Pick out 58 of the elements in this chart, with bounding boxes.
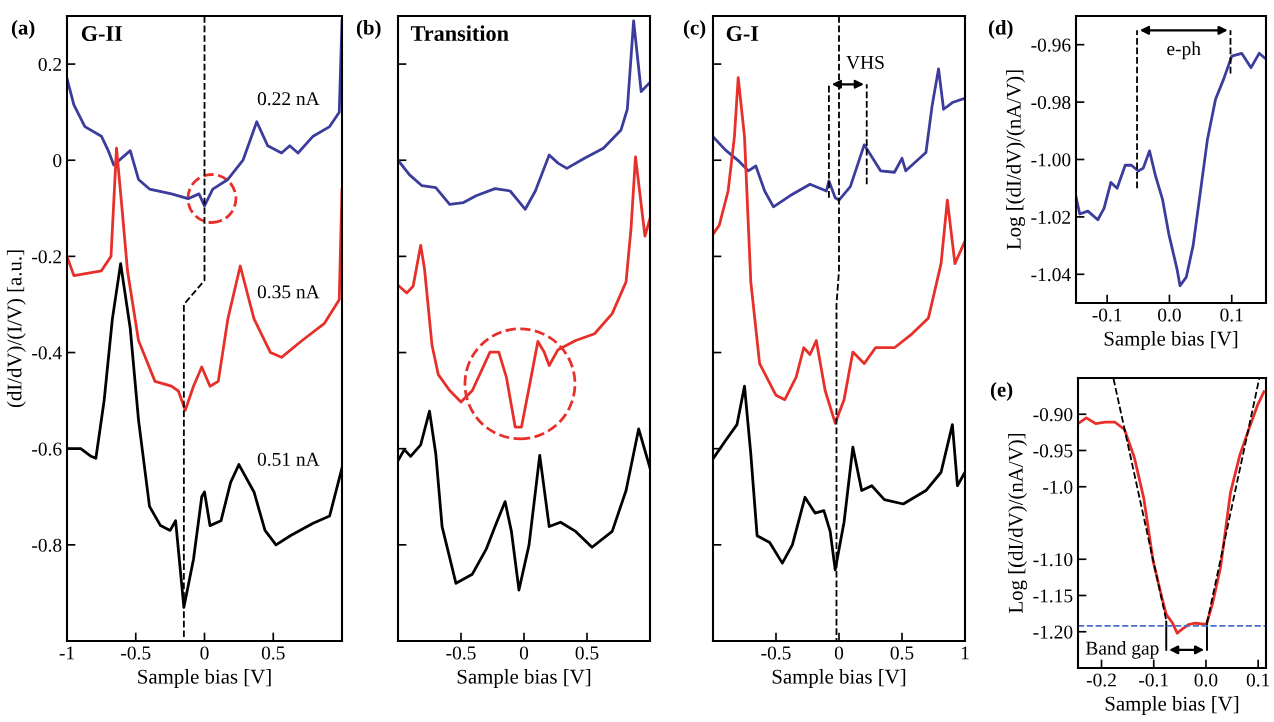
y-tick-label: -1.00	[1031, 153, 1071, 167]
y-tick-label: -0.90	[1033, 408, 1073, 422]
x-axis-title: Sample bias [V]	[1105, 696, 1239, 715]
y-tick-label: -0.96	[1031, 38, 1071, 52]
chart-subtitle: G-II	[81, 26, 122, 42]
chart-subtitle: Transition	[410, 25, 509, 42]
x-tick-label: -0.5	[121, 646, 151, 660]
chart-subtitle: G-I	[726, 26, 759, 42]
x-axis-title: Sample bias [V]	[457, 669, 591, 688]
x-tick-label: -0.2	[1086, 673, 1116, 687]
x-tick-label: 0	[200, 646, 209, 660]
line-series	[67, 146, 342, 412]
x-axis-title: Sample bias [V]	[1104, 331, 1238, 350]
y-tick-label: 0.2	[38, 57, 62, 72]
chart-title: (e)	[990, 382, 1013, 401]
y-tick-label: -0.8	[32, 538, 62, 552]
chart-title: (b)	[356, 20, 381, 39]
chart-title: (d)	[988, 20, 1013, 39]
x-axis-title: Sample bias [V]	[772, 669, 906, 688]
y-tick-label: -1.02	[1031, 210, 1071, 224]
y-tick-label: -0.95	[1033, 444, 1073, 458]
y-tick-label: -1.20	[1033, 625, 1073, 639]
x-tick-label: 0	[834, 646, 844, 660]
x-tick-label: 0.0	[1194, 673, 1218, 687]
x-tick-label: 0.0	[1158, 308, 1181, 322]
annotation: VHS	[846, 55, 884, 70]
x-tick-label: 0.5	[575, 646, 599, 660]
y-tick-label: 0	[53, 154, 62, 168]
annotation: e-ph	[1167, 41, 1201, 60]
y-axis-title: Log [(dI/dV)/(nA/V)]	[1006, 70, 1026, 250]
annotation: 0.51 nA	[257, 452, 320, 466]
y-tick-label: -1.10	[1033, 553, 1073, 567]
y-axis-title: (dI/dV)/(I/V) [a.u.]	[6, 250, 26, 408]
x-tick-label: -0.1	[1092, 308, 1122, 322]
y-tick-label: -1.0	[1043, 480, 1073, 494]
y-tick-label: -1.15	[1033, 589, 1073, 603]
y-tick-label: -0.6	[32, 442, 62, 456]
x-tick-label: 0.1	[1246, 673, 1270, 687]
x-tick-label: 0.5	[261, 646, 285, 660]
x-tick-label: 0.1	[1220, 308, 1243, 322]
x-tick-label: 1	[961, 646, 969, 660]
y-axis-title: Log [(dI/dV)/(nA/V)]	[1008, 434, 1028, 613]
chart-title: (c)	[683, 20, 706, 39]
x-tick-label: 0	[519, 646, 529, 660]
x-tick-label: -1	[59, 646, 74, 660]
x-tick-label: -0.1	[1139, 673, 1168, 687]
x-axis-title: Sample bias [V]	[138, 669, 271, 688]
x-tick-label: 0.5	[890, 646, 914, 660]
y-tick-label: -0.4	[32, 346, 62, 360]
chart-title: (a)	[11, 20, 35, 39]
y-tick-label: -0.2	[32, 250, 62, 264]
y-tick-label: -1.04	[1031, 268, 1071, 282]
y-tick-label: -0.98	[1031, 95, 1071, 110]
annotation: 0.35 nA	[257, 285, 320, 299]
x-tick-label: -0.5	[761, 646, 791, 660]
x-tick-label: -0.5	[446, 646, 476, 660]
annotation: Band gap	[1085, 641, 1159, 659]
annotation: 0.22 nA	[257, 92, 320, 106]
